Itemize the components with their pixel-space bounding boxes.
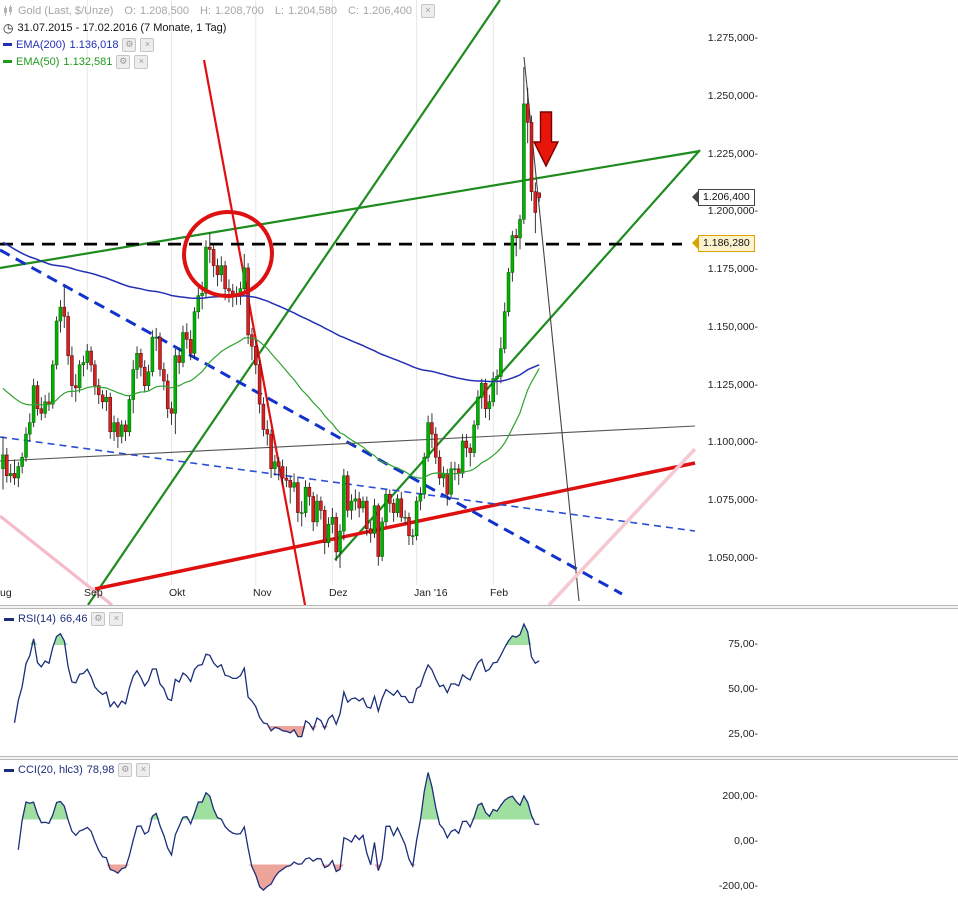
cci-panel: CCI(20, hlc3) 78,98 ⚙ × 200,00- 0,00- -200… bbox=[0, 760, 958, 905]
ema200-color-marker bbox=[3, 43, 12, 46]
rsi-axis-label: 75,00- bbox=[728, 638, 758, 650]
rsi-value: 66,46 bbox=[59, 613, 88, 625]
level-price-tag: 1.186,280 bbox=[692, 235, 755, 252]
oversold-fill bbox=[18, 864, 540, 891]
cci-line bbox=[17, 772, 540, 891]
instrument-title: Gold (Last, $/Unze) bbox=[18, 4, 114, 17]
ema200-settings-icon[interactable]: ⚙ bbox=[122, 37, 137, 52]
rsi-legend: RSI(14) 66,46 ⚙ × bbox=[4, 612, 124, 626]
price-axis-label: 1.150,000- bbox=[707, 321, 758, 333]
overbought-fill bbox=[14, 624, 540, 645]
annotations bbox=[182, 111, 560, 299]
last-price-tag: 1.206,400 bbox=[692, 189, 755, 206]
time-axis-label: Jan '16 bbox=[414, 587, 448, 599]
time-axis-label: Nov bbox=[253, 587, 272, 599]
rsi-axis-label: 25,00- bbox=[728, 728, 758, 740]
main-chart-canvas[interactable] bbox=[0, 0, 958, 605]
tag-arrow-icon bbox=[692, 236, 699, 250]
cci-close-icon[interactable]: × bbox=[136, 763, 151, 777]
ema50-legend: EMA(50) 1.132,581 ⚙ × bbox=[3, 53, 435, 70]
time-axis-label: Sep bbox=[84, 587, 103, 599]
down-arrow-annotation bbox=[532, 111, 560, 168]
cci-axis: 200,00- 0,00- -200,00- bbox=[700, 760, 758, 905]
ema200-value: 1.136,018 bbox=[69, 38, 119, 51]
candles bbox=[1, 67, 541, 569]
cci-label: CCI(20, hlc3) bbox=[18, 764, 83, 776]
cci-value: 78,98 bbox=[86, 764, 115, 776]
time-axis-label: ug bbox=[0, 587, 12, 599]
ema50-value: 1.132,581 bbox=[63, 55, 113, 68]
cci-axis-label: 0,00- bbox=[734, 835, 758, 847]
ema200-legend: EMA(200) 1.136,018 ⚙ × bbox=[3, 36, 435, 53]
chart-legend: Gold (Last, $/Unze) O: 1.208,500 H: 1.20… bbox=[3, 2, 435, 70]
time-axis-label: Okt bbox=[169, 587, 186, 599]
open-label: O: bbox=[124, 4, 136, 17]
rsi-label: RSI(14) bbox=[18, 613, 56, 625]
open-value: 1.208,500 bbox=[140, 4, 189, 17]
highlight-circle bbox=[182, 209, 274, 299]
panel-separator bbox=[0, 756, 958, 760]
rsi-close-icon[interactable]: × bbox=[109, 612, 124, 626]
rsi-settings-icon[interactable]: ⚙ bbox=[91, 612, 106, 626]
tag-arrow-icon bbox=[692, 190, 699, 204]
date-range: 31.07.2015 - 17.02.2016 (7 Monate, 1 Tag… bbox=[17, 21, 227, 34]
price-axis-label: 1.050,000- bbox=[707, 552, 758, 564]
ema-overlays bbox=[2, 241, 540, 479]
date-range-row: ◷ 31.07.2015 - 17.02.2016 (7 Monate, 1 T… bbox=[3, 19, 435, 36]
last-price-value: 1.206,400 bbox=[703, 191, 750, 203]
time-axis-label: Feb bbox=[490, 587, 509, 599]
high-label: H: bbox=[199, 4, 211, 17]
price-axis-label: 1.125,000- bbox=[707, 379, 758, 391]
close-label: C: bbox=[348, 4, 359, 17]
instrument-row: Gold (Last, $/Unze) O: 1.208,500 H: 1.20… bbox=[3, 2, 435, 19]
price-axis-label: 1.200,000- bbox=[707, 205, 758, 217]
price-axis: 1.275,000- 1.250,000- 1.225,000- 1.200,000-… bbox=[700, 0, 758, 605]
level-price-value: 1.186,280 bbox=[703, 237, 750, 249]
overbought-fill bbox=[18, 772, 540, 820]
cci-settings-icon[interactable]: ⚙ bbox=[118, 763, 133, 777]
time-axis: ug Sep Okt Nov Dez Jan '16 Feb bbox=[0, 587, 700, 603]
cci-axis-label: -200,00- bbox=[718, 880, 758, 892]
price-axis-label: 1.175,000- bbox=[707, 263, 758, 275]
ema50-line bbox=[2, 337, 540, 479]
cci-canvas[interactable] bbox=[0, 760, 958, 905]
price-axis-label: 1.075,000- bbox=[707, 494, 758, 506]
rsi-panel: RSI(14) 66,46 ⚙ × 75,00- 50,00- 25,00- bbox=[0, 609, 958, 756]
candlestick-icon bbox=[3, 4, 14, 17]
cci-color-marker bbox=[4, 768, 14, 772]
cci-legend: CCI(20, hlc3) 78,98 ⚙ × bbox=[4, 763, 151, 777]
rsi-color-marker bbox=[4, 617, 14, 621]
month-gridlines bbox=[86, 0, 494, 585]
ema50-settings-icon[interactable]: ⚙ bbox=[116, 54, 131, 69]
rsi-axis-label: 50,00- bbox=[728, 683, 758, 695]
rsi-axis: 75,00- 50,00- 25,00- bbox=[700, 609, 758, 756]
panel-separator bbox=[0, 605, 958, 609]
ema50-close-icon[interactable]: × bbox=[134, 54, 149, 69]
rsi-line bbox=[13, 622, 540, 738]
trendlines bbox=[0, 0, 701, 605]
price-axis-label: 1.275,000- bbox=[707, 32, 758, 44]
ema50-label: EMA(50) bbox=[16, 55, 60, 68]
low-value: 1.204,580 bbox=[288, 4, 337, 17]
instrument-close-icon[interactable]: × bbox=[420, 3, 435, 18]
price-axis-label: 1.225,000- bbox=[707, 148, 758, 160]
low-label: L: bbox=[274, 4, 285, 17]
ema200-line bbox=[2, 241, 540, 383]
high-value: 1.208,700 bbox=[214, 4, 264, 17]
clock-icon: ◷ bbox=[3, 20, 14, 35]
rsi-canvas[interactable] bbox=[0, 609, 958, 756]
time-axis-label: Dez bbox=[329, 587, 348, 599]
price-axis-label: 1.250,000- bbox=[707, 90, 758, 102]
price-axis-label: 1.100,000- bbox=[707, 436, 758, 448]
ema50-color-marker bbox=[3, 60, 12, 63]
close-value: 1.206,400 bbox=[363, 4, 412, 17]
ema200-label: EMA(200) bbox=[16, 38, 66, 51]
cci-axis-label: 200,00- bbox=[722, 790, 758, 802]
ema200-close-icon[interactable]: × bbox=[140, 37, 155, 52]
